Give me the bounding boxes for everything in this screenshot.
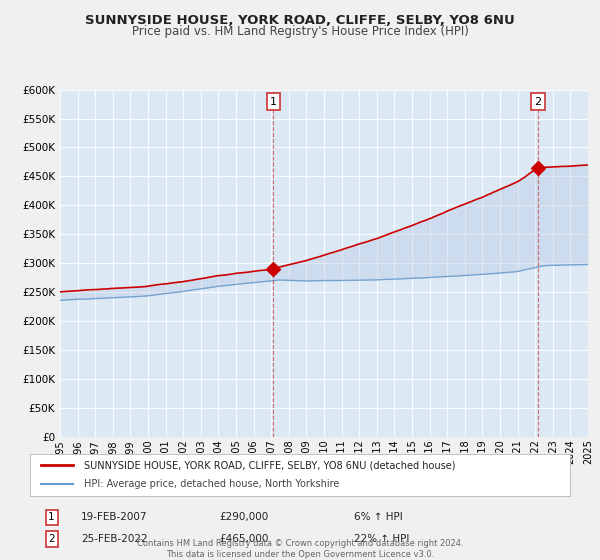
Text: 1: 1	[48, 512, 55, 522]
Text: £290,000: £290,000	[219, 512, 268, 522]
Text: SUNNYSIDE HOUSE, YORK ROAD, CLIFFE, SELBY, YO8 6NU: SUNNYSIDE HOUSE, YORK ROAD, CLIFFE, SELB…	[85, 14, 515, 27]
Text: 6% ↑ HPI: 6% ↑ HPI	[354, 512, 403, 522]
Text: 2: 2	[48, 534, 55, 544]
Text: 2: 2	[534, 96, 541, 106]
Text: Price paid vs. HM Land Registry's House Price Index (HPI): Price paid vs. HM Land Registry's House …	[131, 25, 469, 38]
Text: 19-FEB-2007: 19-FEB-2007	[82, 512, 148, 522]
Text: HPI: Average price, detached house, North Yorkshire: HPI: Average price, detached house, Nort…	[84, 479, 340, 489]
Text: 22% ↑ HPI: 22% ↑ HPI	[354, 534, 409, 544]
Text: Contains HM Land Registry data © Crown copyright and database right 2024.
This d: Contains HM Land Registry data © Crown c…	[137, 539, 463, 559]
Text: 25-FEB-2022: 25-FEB-2022	[82, 534, 148, 544]
Text: 1: 1	[270, 96, 277, 106]
Text: £465,000: £465,000	[219, 534, 268, 544]
Text: SUNNYSIDE HOUSE, YORK ROAD, CLIFFE, SELBY, YO8 6NU (detached house): SUNNYSIDE HOUSE, YORK ROAD, CLIFFE, SELB…	[84, 460, 455, 470]
